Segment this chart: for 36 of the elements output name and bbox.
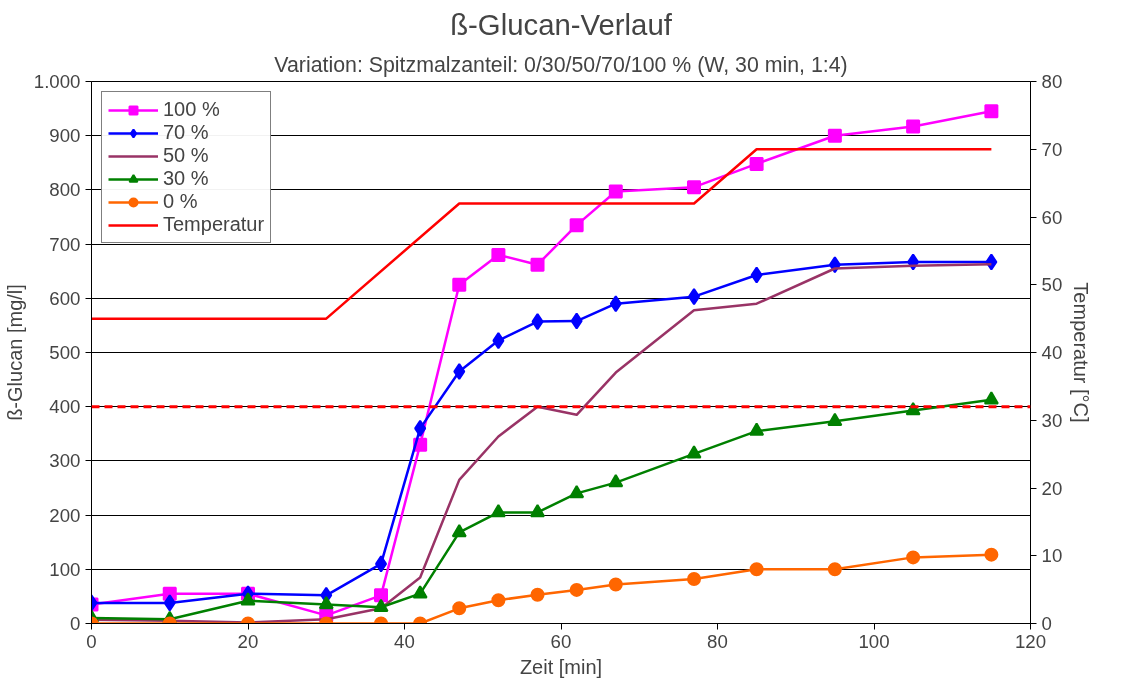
y-tick-label: 0 bbox=[70, 613, 81, 634]
y2-tick-label: 50 bbox=[1041, 274, 1063, 296]
y-tick-label: 500 bbox=[49, 342, 81, 363]
y-tick-label: 1.000 bbox=[33, 71, 81, 92]
chart-title: ß-Glucan-Verlauf bbox=[450, 7, 673, 41]
x-tick-label: 100 bbox=[858, 630, 890, 652]
y2-tick-label: 20 bbox=[1041, 477, 1063, 499]
y2-tick-label: 10 bbox=[1041, 545, 1063, 567]
x-tick-label: 60 bbox=[550, 630, 572, 652]
legend-label: 50 % bbox=[163, 144, 209, 167]
y-tick-label: 600 bbox=[49, 287, 81, 309]
y-tick-label: 700 bbox=[49, 233, 81, 255]
y-tick-label: 200 bbox=[49, 504, 81, 526]
y2-tick-label: 40 bbox=[1041, 342, 1063, 363]
legend-label: 0 % bbox=[163, 190, 198, 213]
y2-tick-label: 70 bbox=[1041, 138, 1063, 160]
chart-subtitle: Variation: Spitzmalzanteil: 0/30/50/70/100 % (W, 30 min, 1:4) bbox=[274, 52, 848, 77]
x-tick-label: 40 bbox=[394, 630, 415, 652]
y-tick-label: 800 bbox=[49, 179, 81, 201]
y-axis-title: ß-Glucan [mg/l] bbox=[3, 284, 26, 421]
y2-tick-label: 60 bbox=[1041, 206, 1063, 228]
y-tick-label: 100 bbox=[49, 558, 81, 580]
y2-tick-label: 30 bbox=[1041, 409, 1063, 431]
y-tick-label: 300 bbox=[49, 450, 81, 472]
x-tick-label: 0 bbox=[86, 630, 97, 652]
x-tick-label: 80 bbox=[707, 630, 728, 652]
legend-label: 30 % bbox=[163, 167, 209, 190]
legend-label: 100 % bbox=[163, 98, 220, 121]
y2-axis-title: Temperatur [°C] bbox=[1070, 282, 1093, 423]
legend-label: Temperatur bbox=[163, 213, 265, 236]
x-axis-title: Zeit [min] bbox=[519, 655, 603, 678]
y-tick-label: 400 bbox=[49, 396, 81, 418]
y2-tick-label: 80 bbox=[1041, 71, 1063, 92]
legend-label: 70 % bbox=[163, 121, 209, 144]
x-tick-label: 20 bbox=[237, 630, 259, 652]
y-tick-label: 900 bbox=[49, 125, 81, 147]
